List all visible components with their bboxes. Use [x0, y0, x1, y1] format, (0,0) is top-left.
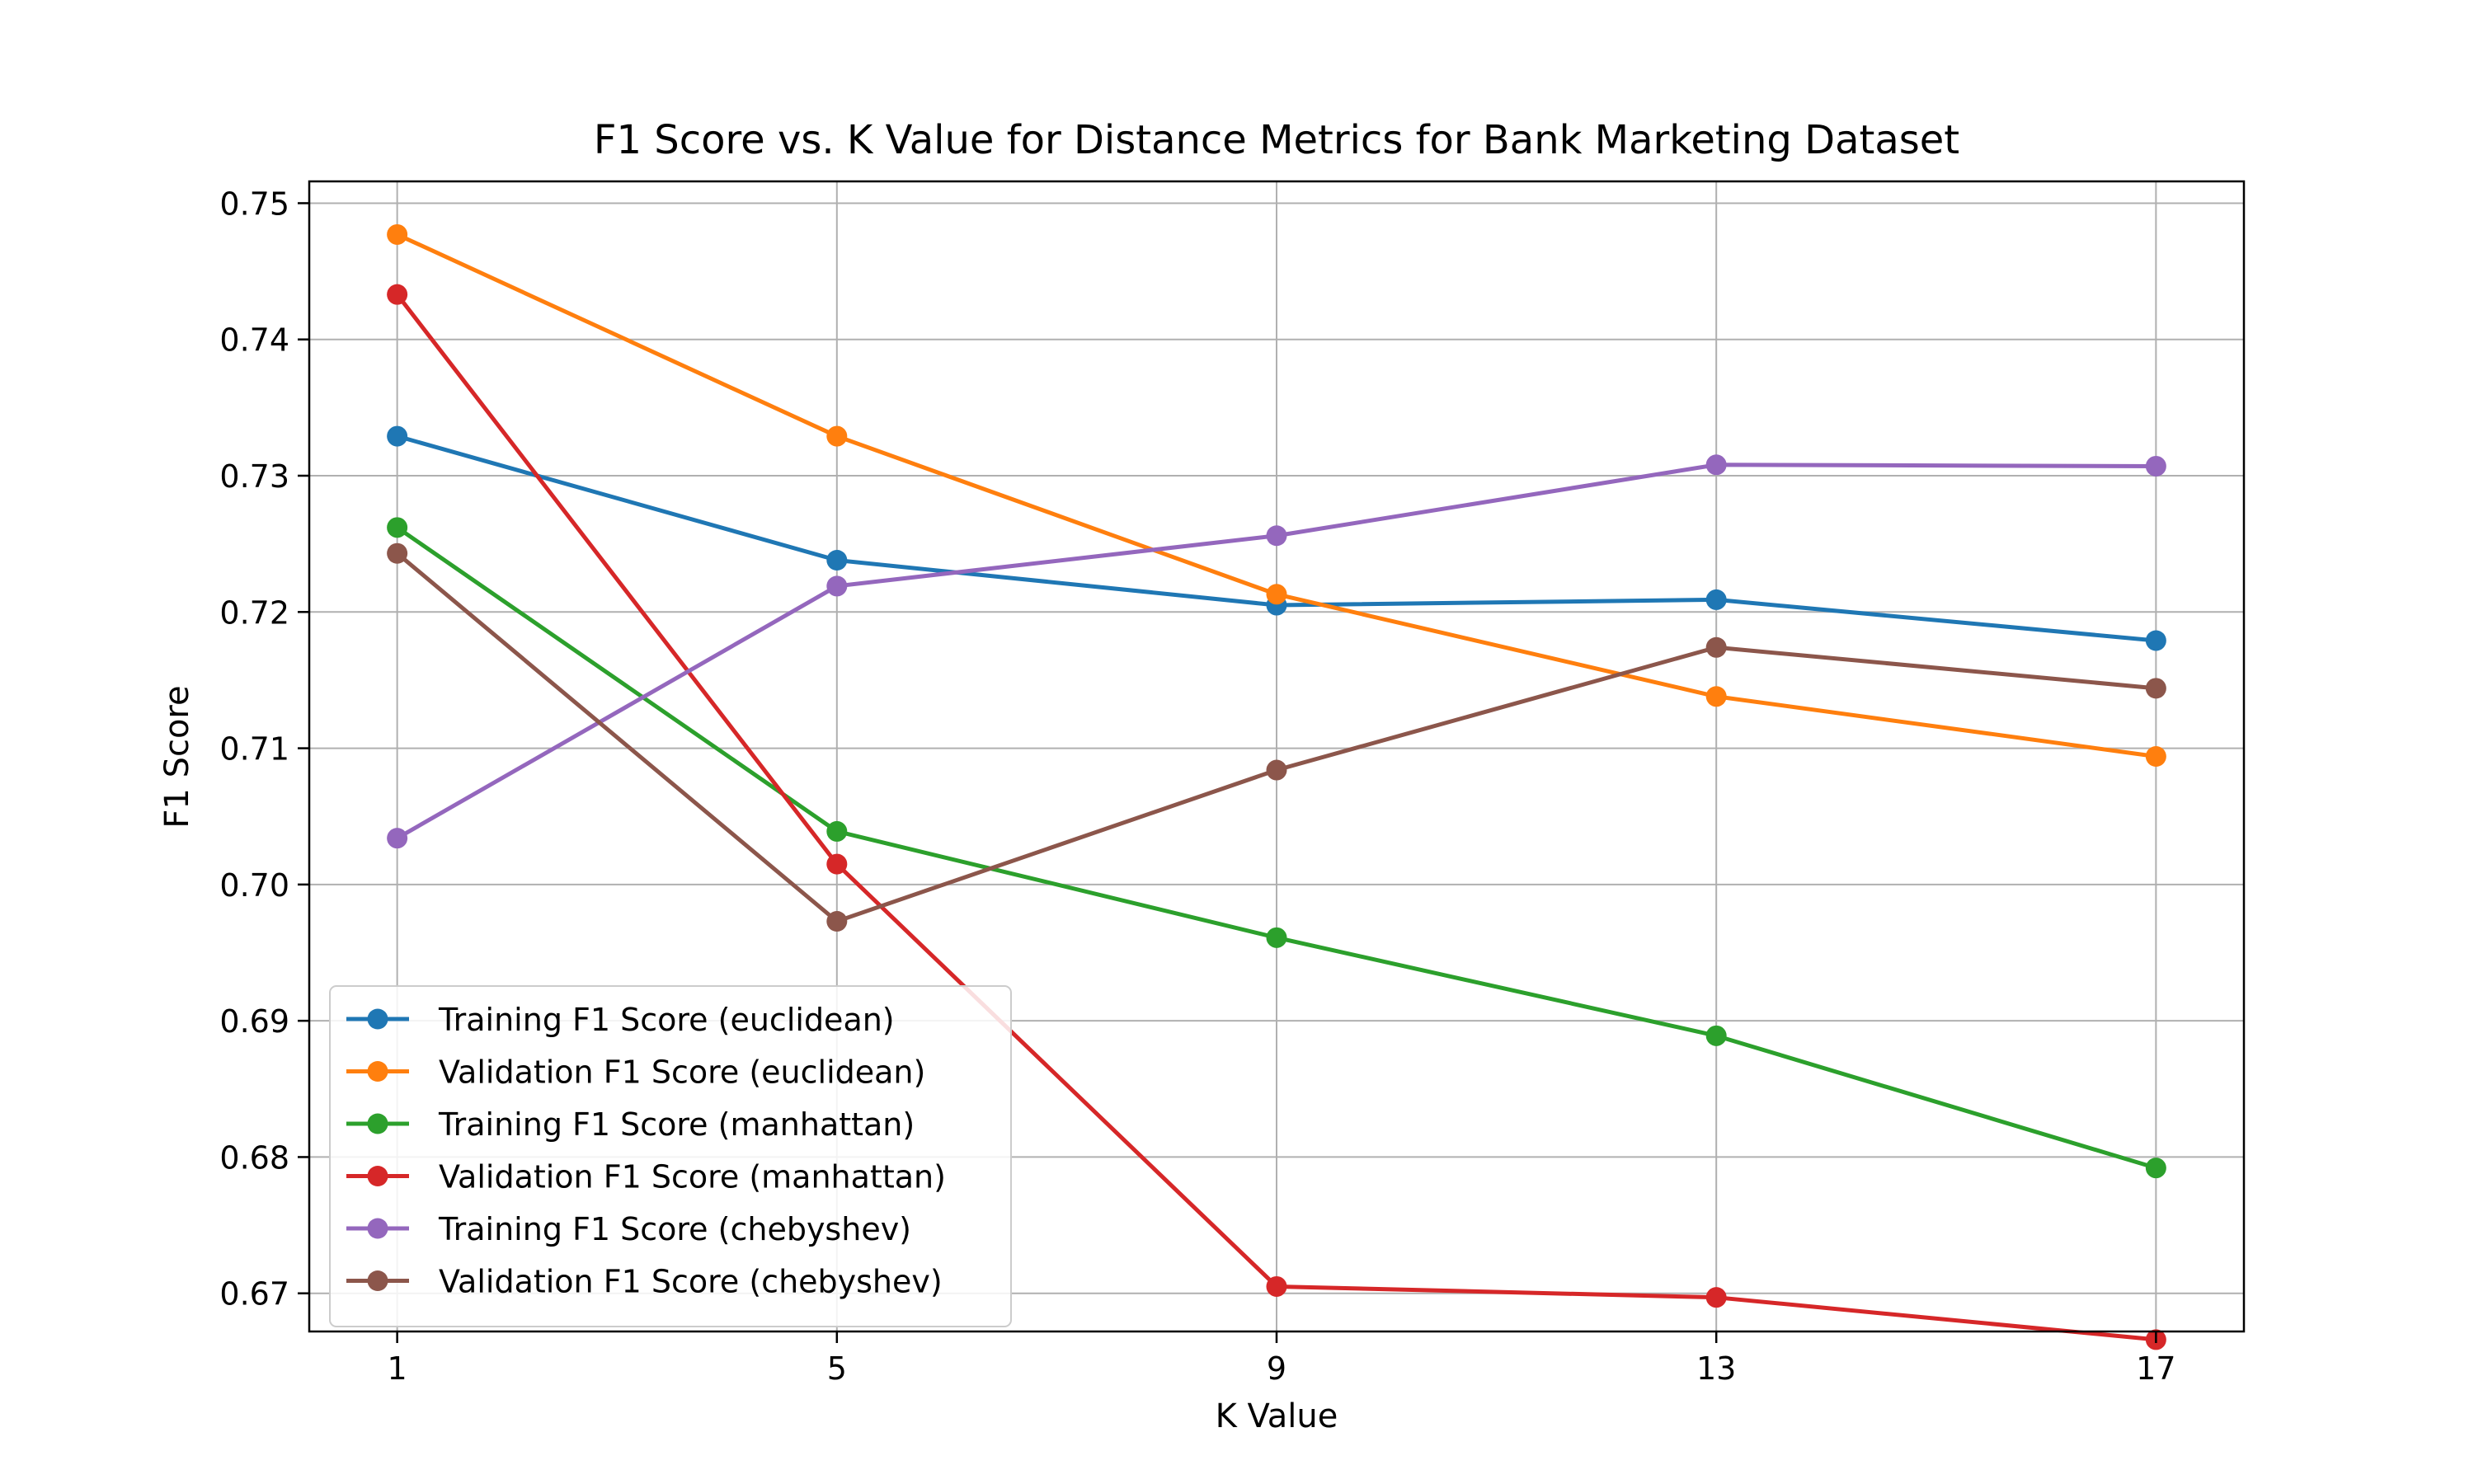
y-axis-label: F1 Score	[158, 685, 196, 828]
data-point	[387, 517, 408, 538]
x-axis-label: K Value	[1216, 1397, 1338, 1435]
x-tick-label: 13	[1696, 1350, 1736, 1387]
y-tick-label: 0.75	[219, 186, 289, 222]
data-point	[1266, 584, 1287, 605]
legend-item: Training F1 Score (euclidean)	[346, 1002, 895, 1038]
axis-ticks: 1 5 9 13 17 0.67 0.68 0.69 0.70 0.71 0.72 0.73 0.74 0…	[219, 186, 2175, 1387]
legend-label: Training F1 Score (manhattan)	[438, 1106, 915, 1143]
data-point	[387, 223, 408, 245]
data-point	[1705, 1025, 1727, 1046]
data-point	[1266, 525, 1287, 547]
legend-swatch-marker	[367, 1166, 388, 1186]
data-point	[826, 425, 848, 447]
data-point	[1705, 589, 1727, 610]
legend-item: Training F1 Score (manhattan)	[346, 1106, 915, 1143]
series-lines	[387, 223, 2166, 1350]
data-point	[1266, 1275, 1287, 1297]
data-point	[387, 542, 408, 564]
y-tick-label: 0.67	[219, 1276, 289, 1313]
data-point	[826, 910, 848, 932]
legend-label: Validation F1 Score (euclidean)	[439, 1054, 925, 1091]
legend-label: Validation F1 Score (chebyshev)	[439, 1264, 943, 1300]
legend-item: Training F1 Score (chebyshev)	[346, 1211, 911, 1247]
legend-box	[329, 985, 1012, 1327]
y-tick-label: 0.74	[219, 322, 289, 359]
legend-label: Training F1 Score (euclidean)	[438, 1002, 895, 1038]
data-point	[1705, 686, 1727, 707]
legend-item: Validation F1 Score (chebyshev)	[346, 1264, 943, 1300]
legend-swatch-marker	[367, 1218, 388, 1239]
legend-swatch-marker	[367, 1008, 388, 1030]
data-point	[1266, 927, 1287, 948]
y-tick-label: 0.73	[219, 458, 289, 495]
data-point	[1705, 636, 1727, 658]
data-point	[2145, 455, 2166, 477]
x-tick-label: 5	[827, 1350, 847, 1387]
y-tick-label: 0.68	[219, 1139, 289, 1176]
legend: Training F1 Score (euclidean) Validation …	[329, 985, 1012, 1327]
series-2	[387, 223, 2166, 767]
data-point	[1705, 1287, 1727, 1308]
data-point	[826, 820, 848, 842]
legend-swatch-marker	[367, 1113, 388, 1134]
series-4	[387, 284, 2166, 1350]
data-point	[2145, 630, 2166, 651]
chart-title: F1 Score vs. K Value for Distance Metric…	[594, 117, 1959, 163]
legend-swatch-marker	[367, 1270, 388, 1291]
data-point	[1266, 759, 1287, 781]
data-point	[387, 828, 408, 849]
data-point	[2145, 1158, 2166, 1179]
x-tick-label: 9	[1267, 1350, 1286, 1387]
y-tick-label: 0.71	[219, 731, 289, 768]
data-point	[2145, 678, 2166, 699]
data-point	[2145, 746, 2166, 767]
y-tick-label: 0.69	[219, 1003, 289, 1040]
x-tick-label: 17	[2136, 1350, 2175, 1387]
legend-swatch-marker	[367, 1061, 388, 1082]
data-point	[826, 853, 848, 875]
x-tick-label: 1	[388, 1350, 407, 1387]
series-1	[387, 425, 2166, 651]
data-point	[826, 575, 848, 597]
legend-item: Validation F1 Score (manhattan)	[346, 1159, 946, 1195]
series-5	[387, 454, 2166, 849]
data-point	[1705, 454, 1727, 476]
legend-item: Validation F1 Score (euclidean)	[346, 1054, 925, 1091]
data-point	[826, 549, 848, 571]
legend-label: Validation F1 Score (manhattan)	[439, 1159, 946, 1195]
series-6	[387, 542, 2166, 932]
data-point	[387, 425, 408, 447]
y-tick-label: 0.72	[219, 594, 289, 631]
data-point	[387, 284, 408, 305]
y-tick-label: 0.70	[219, 867, 289, 904]
legend-label: Training F1 Score (chebyshev)	[438, 1211, 911, 1247]
series-3	[387, 517, 2166, 1179]
